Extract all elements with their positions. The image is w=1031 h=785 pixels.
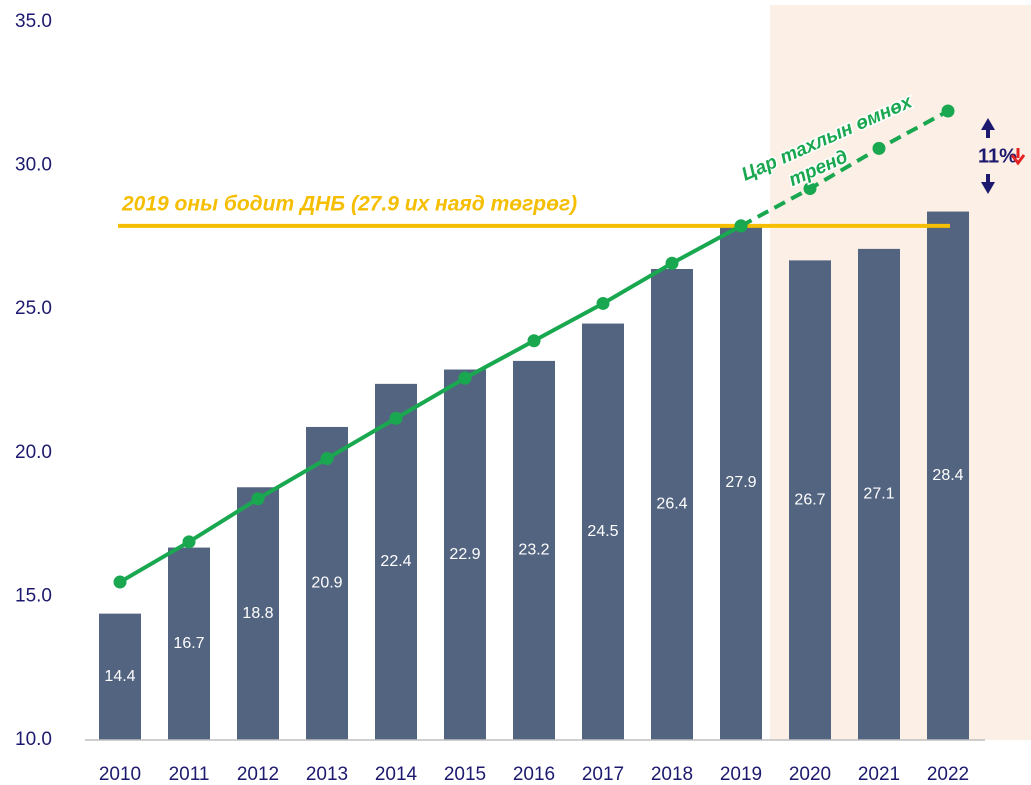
bar-value-label: 14.4 — [104, 668, 135, 685]
bar — [306, 426, 348, 740]
y-tick-label: 30.0 — [15, 155, 52, 176]
x-tick-label: 2016 — [513, 764, 555, 785]
plot: 10.0 15.0 20.0 25.0 30.0 35.0 2010 14.4 2011 16.7… — [15, 11, 985, 785]
bar-value-label: 20.9 — [311, 575, 342, 592]
bar — [375, 383, 417, 740]
trend-marker — [596, 296, 610, 310]
bar — [651, 268, 693, 740]
trend-marker — [320, 452, 334, 466]
x-tick-label: 2020 — [789, 764, 831, 785]
x-tick-label: 2011 — [169, 764, 210, 785]
trend-marker — [251, 492, 265, 506]
trend-marker — [872, 141, 886, 155]
trend-marker — [389, 411, 403, 425]
bar — [720, 225, 762, 741]
trend-marker — [527, 334, 541, 348]
bar — [789, 260, 831, 740]
y-tick-label: 25.0 — [15, 298, 52, 319]
x-tick-label: 2014 — [375, 764, 418, 785]
trend-marker — [182, 535, 196, 549]
x-tick-label: 2018 — [651, 764, 693, 785]
bar-value-label: 18.8 — [242, 605, 273, 622]
bar — [858, 248, 900, 740]
y-tick-label: 10.0 — [15, 729, 52, 750]
x-tick-label: 2017 — [582, 764, 624, 785]
bar-value-label: 24.5 — [587, 523, 618, 540]
bar — [444, 369, 486, 740]
bar-value-label: 26.7 — [794, 491, 825, 508]
bar-value-label: 28.4 — [932, 467, 963, 484]
x-tick-label: 2013 — [306, 764, 348, 785]
bar-value-label: 27.9 — [725, 474, 756, 491]
bar — [168, 547, 210, 740]
trend-marker — [458, 371, 472, 385]
trend-marker — [113, 575, 127, 589]
y-tick-label: 15.0 — [15, 585, 52, 606]
bar-value-label: 22.4 — [380, 553, 411, 570]
decline-arrow — [1010, 148, 1026, 166]
x-tick-label: 2010 — [99, 764, 141, 785]
gap-label: 11% — [978, 145, 1017, 167]
trend-line — [118, 224, 742, 584]
reference-label: 2019 оны бодит ДНБ (27.9 их наяд төгрөг) — [121, 193, 577, 216]
bar-value-label: 16.7 — [173, 635, 204, 652]
trend-marker — [803, 182, 817, 196]
bar-value-label: 26.4 — [656, 496, 687, 513]
bar-value-label: 27.1 — [863, 486, 894, 503]
bar-value-label: 22.9 — [449, 546, 480, 563]
x-tick-label: 2019 — [720, 764, 762, 785]
x-tick-label: 2022 — [927, 764, 969, 785]
x-tick-label: 2012 — [237, 764, 279, 785]
bar — [237, 487, 279, 740]
bar-value-label: 23.2 — [518, 542, 549, 559]
bar — [513, 360, 555, 740]
trend-marker — [941, 104, 955, 118]
trend-line — [740, 109, 949, 228]
x-tick-label: 2021 — [858, 764, 900, 785]
down-arrow — [981, 174, 995, 194]
bar — [99, 613, 141, 740]
x-tick-label: 2015 — [444, 764, 486, 785]
bar — [927, 211, 969, 740]
y-tick-label: 20.0 — [15, 442, 52, 463]
trend-marker — [665, 256, 679, 270]
bar — [582, 323, 624, 740]
y-tick-label: 35.0 — [15, 11, 52, 32]
up-arrow — [981, 118, 995, 138]
trend-marker — [734, 219, 748, 233]
